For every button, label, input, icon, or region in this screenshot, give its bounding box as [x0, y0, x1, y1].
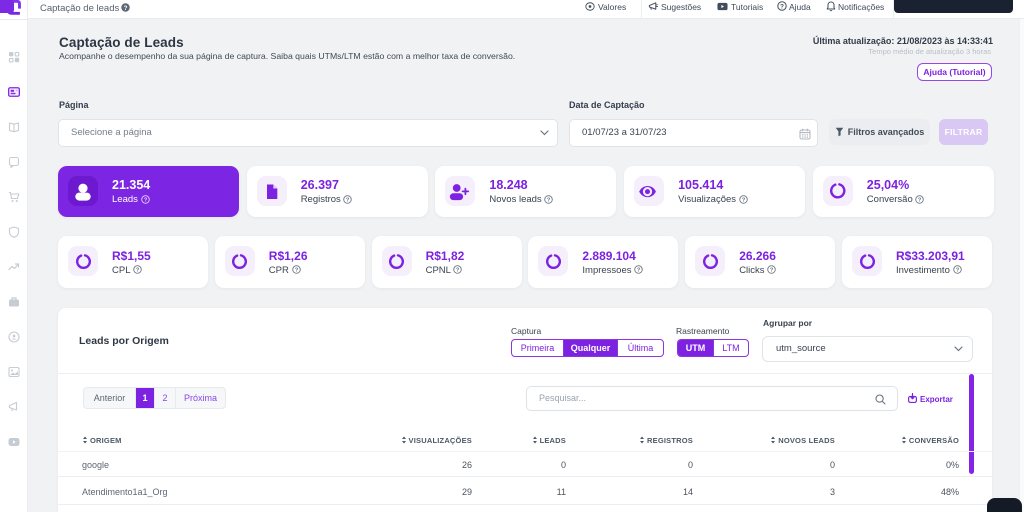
svg-text:?: ? [135, 268, 139, 274]
svg-text:?: ? [124, 4, 128, 11]
svg-text:?: ? [741, 197, 745, 203]
svg-text:?: ? [456, 268, 460, 274]
svg-text:?: ? [780, 3, 784, 10]
svg-text:?: ? [637, 268, 641, 274]
svg-text:?: ? [918, 197, 922, 203]
svg-text:?: ? [346, 197, 350, 203]
svg-text:?: ? [143, 197, 147, 203]
svg-text:?: ? [547, 197, 551, 203]
svg-text:?: ? [955, 268, 959, 274]
svg-text:?: ? [770, 268, 774, 274]
svg-text:?: ? [294, 268, 298, 274]
